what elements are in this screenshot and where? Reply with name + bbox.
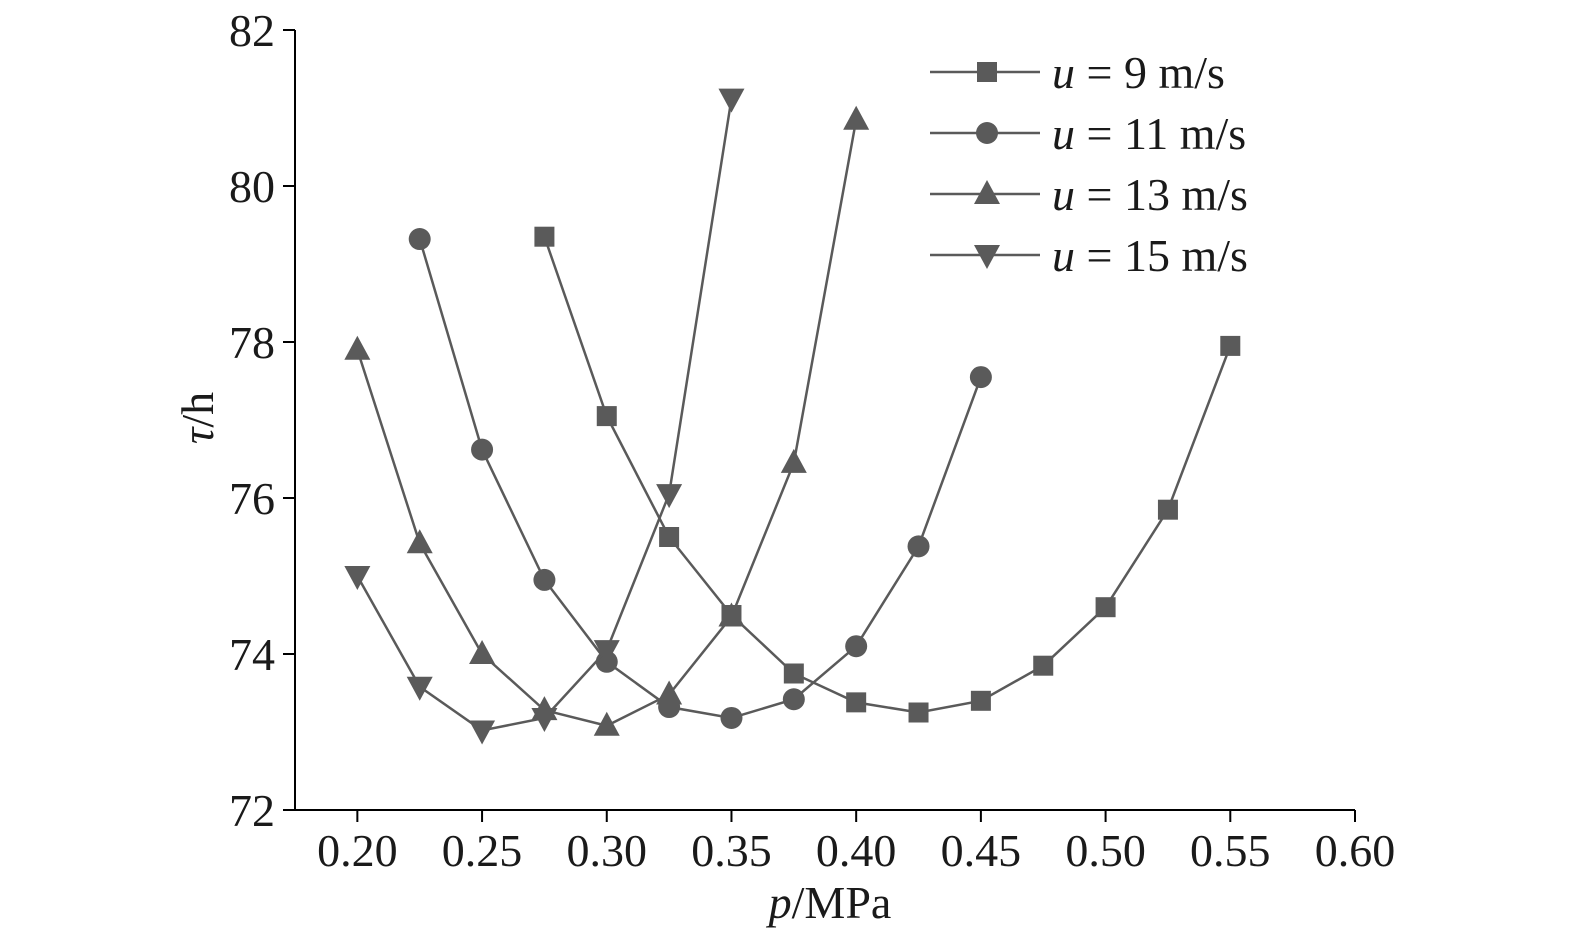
y-axis-label-unit: /h: [172, 392, 223, 428]
x-tick-label: 0.20: [317, 825, 398, 876]
series-square: [534, 226, 1241, 723]
data-point: [970, 690, 991, 711]
x-axis-label-unit: /MPa: [792, 877, 892, 928]
data-point: [843, 105, 870, 130]
legend-label: u = 15 m/s: [1052, 230, 1248, 281]
y-tick-label: 72: [229, 785, 275, 836]
data-point: [846, 692, 867, 713]
legend-marker: [974, 180, 1000, 204]
data-point: [656, 484, 683, 509]
data-point: [780, 448, 807, 473]
x-tick-label: 0.30: [567, 825, 648, 876]
x-tick-label: 0.45: [941, 825, 1022, 876]
data-point: [783, 663, 804, 684]
data-point: [469, 640, 496, 664]
legend-item: u = 15 m/s: [930, 230, 1248, 281]
data-point: [471, 438, 494, 461]
legend-label-var: u: [1052, 47, 1075, 98]
data-point: [534, 226, 555, 247]
data-point: [969, 366, 992, 389]
data-point: [531, 707, 558, 732]
data-point: [1157, 499, 1178, 520]
data-point: [469, 720, 496, 745]
legend-label-var: u: [1052, 169, 1075, 220]
data-point: [593, 640, 620, 665]
legend-marker: [977, 62, 997, 82]
axes: [294, 30, 1355, 811]
legend-label-var: u: [1052, 108, 1075, 159]
legend-label: u = 11 m/s: [1052, 108, 1246, 159]
x-tick-label: 0.35: [691, 825, 772, 876]
x-tick-label: 0.60: [1315, 825, 1396, 876]
legend-marker: [974, 245, 1000, 269]
y-tick-label: 82: [229, 5, 275, 56]
data-point: [1095, 597, 1116, 618]
series-triangle-down: [344, 88, 745, 745]
data-point: [344, 335, 371, 360]
series-line: [418, 238, 983, 720]
series-line: [356, 98, 733, 732]
y-tick-label: 74: [229, 629, 275, 680]
y-tick-label: 80: [229, 161, 275, 212]
x-tick-label: 0.25: [442, 825, 523, 876]
legend-label-var: u: [1052, 230, 1075, 281]
x-tick-label: 0.55: [1190, 825, 1271, 876]
data-point: [596, 406, 617, 427]
y-axis-label-var: τ: [172, 426, 223, 444]
legend-item: u = 13 m/s: [930, 169, 1248, 220]
legend-marker: [976, 122, 998, 144]
x-axis-label-var: p: [766, 877, 792, 928]
legend-label: u = 9 m/s: [1052, 47, 1225, 98]
data-point: [908, 702, 929, 723]
data-point: [1033, 655, 1054, 676]
data-point: [406, 529, 433, 554]
x-ticks: 0.20 0.25 0.30 0.35 0.40 0.45 0.50 0.55 0.60: [317, 810, 1395, 876]
y-ticks: 72 74 76 78 80 82: [229, 5, 295, 836]
series-line: [543, 236, 1232, 714]
legend: u = 9 m/su = 11 m/su = 13 m/su = 15 m/s: [930, 47, 1248, 281]
data-point: [593, 711, 620, 736]
legend-label-rest: = 15 m/s: [1075, 230, 1248, 281]
data-point: [659, 527, 680, 547]
data-point: [718, 88, 745, 113]
legend-item: u = 11 m/s: [930, 108, 1246, 159]
data-point: [845, 635, 868, 658]
legend-label-rest: = 9 m/s: [1075, 47, 1225, 98]
legend-label: u = 13 m/s: [1052, 169, 1248, 220]
data-point: [782, 688, 805, 711]
data-point: [1220, 335, 1241, 356]
x-axis-label: p/MPa: [766, 877, 892, 928]
data-point: [408, 228, 431, 251]
series-group: [344, 88, 1241, 745]
x-tick-label: 0.50: [1065, 825, 1146, 876]
data-point: [907, 535, 930, 558]
data-point: [656, 680, 683, 705]
data-point: [533, 568, 556, 591]
data-point: [720, 706, 743, 729]
x-tick-label: 0.40: [816, 825, 897, 876]
data-point: [344, 566, 371, 590]
legend-label-rest: = 11 m/s: [1075, 108, 1246, 159]
legend-label-rest: = 13 m/s: [1075, 169, 1248, 220]
y-tick-label: 76: [229, 473, 275, 524]
legend-item: u = 9 m/s: [930, 47, 1225, 98]
data-point: [718, 602, 745, 627]
y-tick-label: 78: [229, 317, 275, 368]
data-point: [406, 676, 433, 701]
y-axis-label: τ/h: [172, 392, 223, 444]
series-circle: [408, 228, 992, 729]
